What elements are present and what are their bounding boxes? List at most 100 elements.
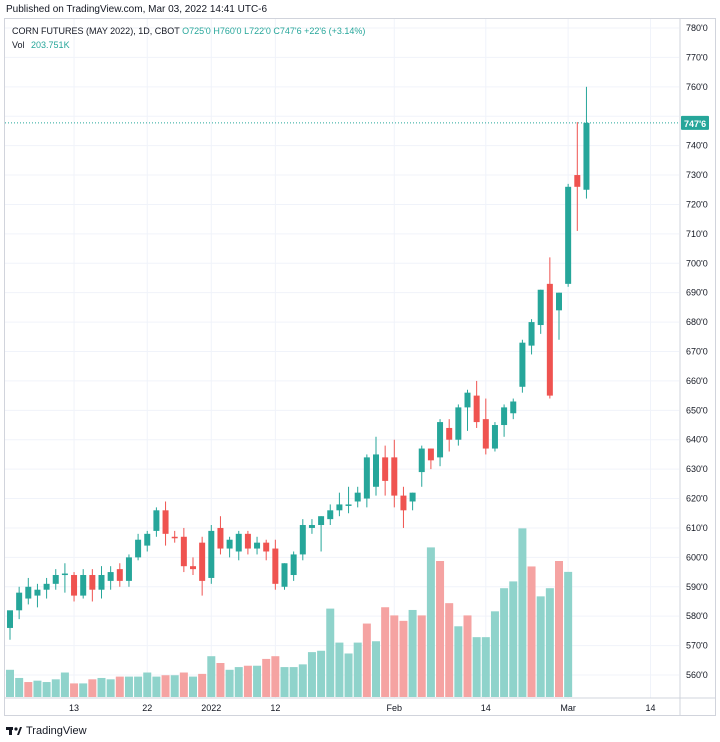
volume-bar [15,677,24,697]
candle-body [16,592,23,611]
candle-body [98,575,105,590]
y-tick-label: 760'0 [686,82,708,92]
y-tick-label: 700'0 [686,258,708,268]
candle-body [400,495,407,511]
volume-bar [216,663,225,697]
candle-body [556,292,562,311]
candle-body [25,586,32,599]
volume-bar [500,588,509,697]
candle-body [546,283,553,396]
candle-body [208,530,215,578]
volume-bar [372,641,380,697]
volume-bar [271,656,280,697]
y-tick-label: 780'0 [686,23,708,33]
candle-body [336,504,343,511]
volume-bar [381,607,390,697]
y-tick-label: 710'0 [686,229,708,239]
candle-body [345,504,352,506]
candle-body [116,569,123,581]
volume-bar [445,603,454,697]
legend-low: L722'0 [244,26,271,36]
x-tick-label: Feb [387,703,403,713]
candle-body [217,527,224,549]
volume-bar [170,675,179,697]
candle-body [80,575,87,596]
candle-body [519,342,526,387]
volume-bar [234,667,243,697]
candle-body [473,395,480,423]
candle-body [418,448,425,473]
volume-bar [326,608,335,697]
x-tick-label: Mar [560,703,576,713]
volume-bar [536,596,545,697]
legend-volume-label: Vol [12,40,25,50]
footer: TradingView [4,720,87,742]
candle-body [318,516,325,526]
chart-legend: CORN FUTURES (MAY 2022), 1D, CBOT O725'0… [12,24,365,52]
volume-bar [88,679,97,697]
candle-body [144,533,151,546]
candle-body [446,427,453,440]
candle-body [455,407,462,440]
candle-body [574,175,581,187]
volume-bar [60,672,69,697]
x-tick-label: 13 [69,703,79,713]
y-tick-label: 580'0 [686,611,708,621]
volume-bar [243,665,252,697]
candle-body [43,583,50,590]
volume-bar [161,675,170,697]
y-tick-label: 670'0 [686,347,708,357]
chart-frame [4,18,716,716]
volume-bar [426,547,435,697]
candle-body [308,525,315,528]
candle-body [363,457,370,499]
y-tick-label: 630'0 [686,464,708,474]
y-tick-label: 660'0 [686,376,708,386]
volume-bar [42,682,51,697]
volume-bar [362,623,371,697]
volume-bar [317,650,326,697]
volume-bar [353,642,362,697]
legend-symbol-row: CORN FUTURES (MAY 2022), 1D, CBOT O725'0… [12,24,365,38]
legend-high: H760'0 [213,26,242,36]
volume-bar [436,561,445,697]
candle-body [583,122,590,190]
candle-body [52,575,59,584]
legend-volume-value: 203.751K [31,40,70,50]
candle-body [171,536,178,539]
candle-body [510,401,517,414]
volume-bar [463,615,472,697]
volume-bar [555,561,563,697]
y-tick-label: 680'0 [686,317,708,327]
volume-bar [262,658,271,697]
candle-body [409,492,416,502]
candle-body [299,525,306,555]
volume-bar [289,667,298,697]
published-caption: Published on TradingView.com, Mar 03, 20… [6,4,268,15]
legend-symbol: CORN FUTURES (MAY 2022), 1D, CBOT [12,26,180,36]
y-tick-label: 730'0 [686,170,708,180]
volume-bar [134,676,143,697]
candle-body [89,575,96,590]
volume-bar [399,620,408,697]
volume-bar [106,679,115,697]
volume-bar [298,664,307,697]
candle-body [354,492,361,502]
volume-bar [390,615,399,697]
volume-bar [24,682,33,697]
volume-bar [225,669,234,697]
candle-body [71,575,78,596]
volume-bar [70,683,79,697]
y-tick-label: 770'0 [686,52,708,62]
candle-body [528,322,535,346]
volume-bar [253,665,262,697]
candle-body [125,557,132,581]
x-tick-label: 14 [481,703,491,713]
x-tick-label: 12 [270,703,280,713]
y-tick-label: 620'0 [686,494,708,504]
candle-body [281,563,288,587]
footer-brand[interactable]: TradingView [26,725,87,737]
candle-body [226,539,233,549]
volume-bar [143,672,152,697]
